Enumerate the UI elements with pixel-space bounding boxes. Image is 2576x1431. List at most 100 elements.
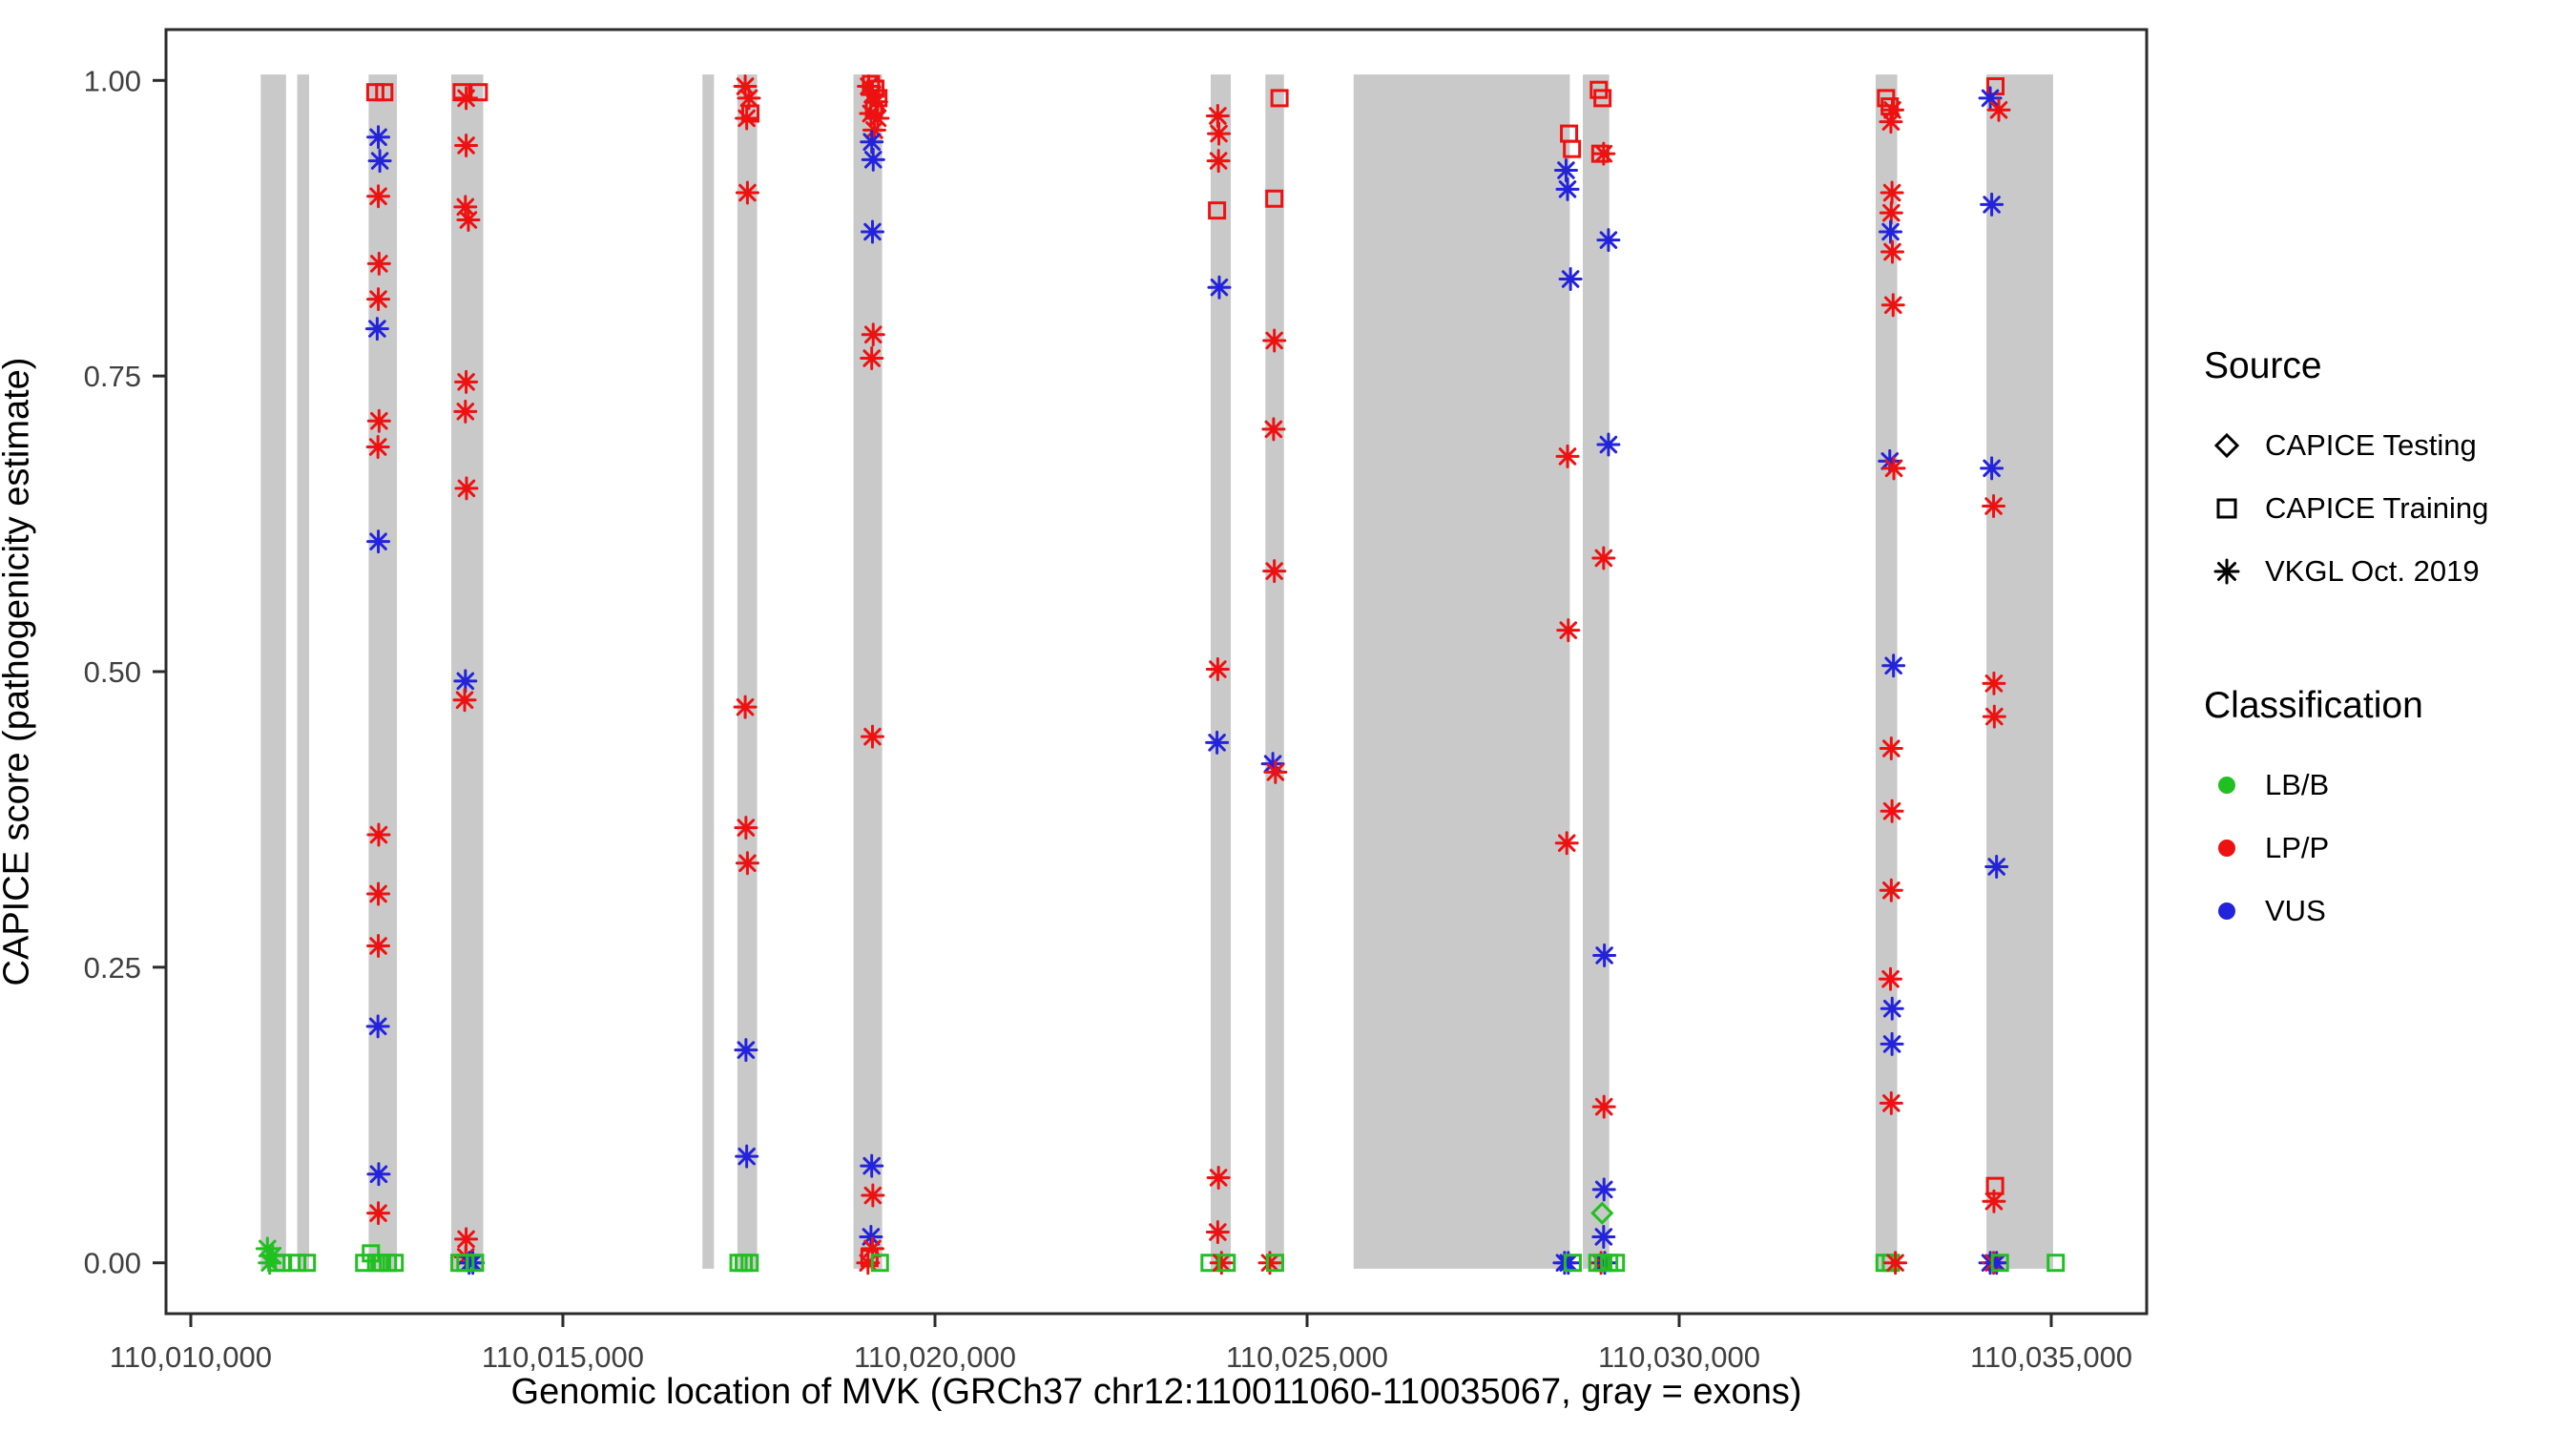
data-point: [1260, 752, 1285, 777]
exon-band: [1353, 74, 1570, 1269]
data-point: [385, 1254, 405, 1273]
x-tick-label: 110,030,000: [1598, 1340, 1760, 1374]
exon-band: [1986, 74, 2053, 1269]
data-point: [1978, 86, 2003, 111]
data-point: [1217, 1254, 1236, 1273]
data-point: [860, 346, 884, 371]
data-point: [1590, 1201, 1614, 1225]
data-point: [1591, 546, 1616, 570]
y-tick-label: 0.75: [84, 360, 141, 393]
data-point: [1880, 180, 1904, 205]
y-tick-label: 0.50: [84, 655, 141, 689]
data-point: [1883, 1251, 1908, 1275]
data-point: [453, 669, 478, 694]
square-marker-icon: [2216, 498, 2237, 519]
data-point: [456, 208, 481, 233]
legend-item-vus: VUS: [2204, 880, 2488, 943]
exon-band: [260, 74, 286, 1269]
data-point: [1984, 1251, 2009, 1275]
data-point: [859, 1224, 883, 1249]
data-point: [862, 117, 886, 142]
data-point: [735, 1144, 759, 1169]
data-point: [1554, 831, 1579, 856]
data-point: [1880, 996, 1904, 1021]
data-point: [860, 724, 884, 749]
legend-source-title: Source: [2204, 345, 2322, 386]
data-point: [856, 1251, 881, 1275]
data-point: [362, 1244, 381, 1263]
data-point: [1591, 1224, 1616, 1249]
legend-classification-title: Classification: [2204, 685, 2423, 726]
asterisk-marker-icon: [2213, 558, 2240, 585]
data-point: [364, 317, 389, 342]
data-point: [1593, 89, 1612, 108]
legend-item-label: VKGL Oct. 2019: [2265, 554, 2480, 588]
data-point: [860, 82, 884, 107]
data-point: [1881, 456, 1906, 481]
data-point: [1262, 328, 1287, 353]
data-point: [366, 408, 391, 433]
data-point: [1879, 110, 1903, 135]
legend-item-label: CAPICE Training: [2265, 491, 2489, 525]
legend-item-label: CAPICE Testing: [2265, 428, 2477, 462]
exon-band: [1582, 74, 1610, 1269]
data-point: [1558, 267, 1583, 292]
data-point: [466, 1254, 485, 1273]
data-point: [1265, 1254, 1284, 1273]
data-point: [733, 73, 758, 98]
data-point: [1984, 855, 2009, 880]
data-point: [861, 1183, 885, 1208]
data-point: [1206, 149, 1231, 174]
data-point: [366, 822, 391, 847]
data-point: [870, 1254, 889, 1273]
data-point: [734, 816, 758, 840]
data-point: [860, 130, 884, 155]
legend-item-label: LB/B: [2265, 768, 2330, 801]
legend-classification-section: Classification LB/B LP/P VUS: [2204, 685, 2488, 943]
data-point: [1591, 1094, 1616, 1119]
data-point: [1880, 293, 1905, 318]
data-point: [737, 86, 761, 111]
x-tick-label: 110,025,000: [1226, 1340, 1388, 1374]
data-point: [1261, 417, 1286, 442]
legend-item-label: LP/P: [2265, 831, 2330, 864]
legend-source-section: Source CAPICE Testing CAPICE Training VK…: [2204, 345, 2488, 603]
data-point: [735, 851, 759, 876]
data-point: [1880, 798, 1904, 823]
data-point: [288, 1254, 307, 1273]
data-point: [454, 133, 479, 157]
blue-dot-icon: [2218, 902, 2235, 920]
data-point: [1555, 176, 1580, 201]
data-point: [2046, 1254, 2066, 1273]
data-point: [366, 1162, 391, 1187]
diamond-marker-icon: [2213, 432, 2240, 459]
data-point: [1982, 493, 2006, 518]
data-point: [1270, 89, 1289, 108]
data-point: [1207, 121, 1232, 146]
exon-band: [853, 74, 883, 1269]
legend-panel: Source CAPICE Testing CAPICE Training VK…: [2204, 345, 2488, 943]
data-point: [1556, 618, 1581, 643]
exon-band: [450, 74, 484, 1269]
red-dot-icon: [2218, 840, 2235, 857]
data-point: [1990, 1254, 2009, 1273]
data-point: [1592, 943, 1617, 967]
data-point: [1265, 189, 1284, 208]
data-point: [735, 180, 759, 205]
data-point: [365, 1014, 390, 1039]
data-point: [366, 881, 391, 906]
data-point: [1596, 432, 1621, 457]
data-point: [454, 1227, 479, 1252]
data-point: [1563, 139, 1582, 158]
data-point: [452, 83, 471, 102]
x-tick-label: 110,035,000: [1970, 1340, 2132, 1374]
data-point: [860, 1153, 884, 1178]
data-point: [454, 86, 479, 111]
data-point: [1207, 275, 1232, 300]
data-point: [860, 219, 884, 244]
data-point: [1880, 1031, 1904, 1056]
data-point: [456, 1254, 475, 1273]
data-point: [453, 399, 478, 424]
data-point: [1880, 239, 1904, 264]
